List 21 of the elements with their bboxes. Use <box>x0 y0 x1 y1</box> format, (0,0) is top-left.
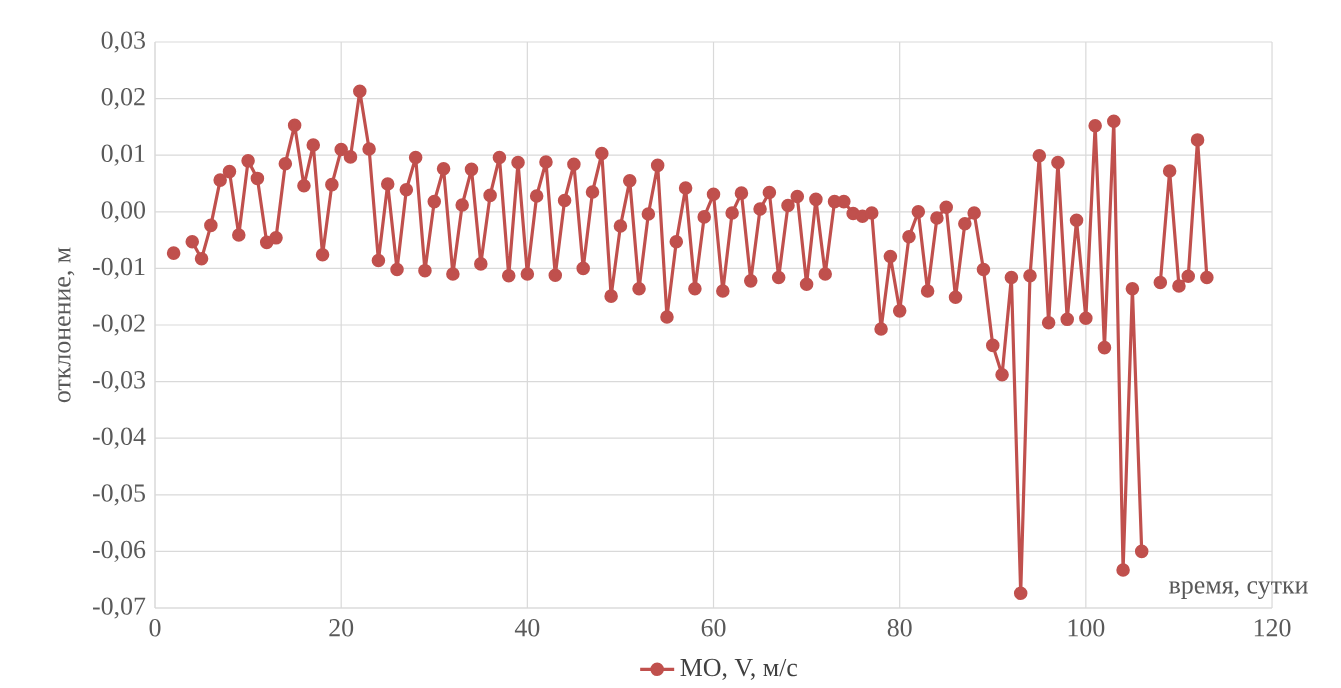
x-tick-label: 120 <box>1254 619 1291 637</box>
x-tick-label: 100 <box>1068 619 1105 637</box>
x-tick-label: 60 <box>701 619 726 637</box>
y-tick-label: -0,02 <box>92 314 145 336</box>
y-tick-label: -0,01 <box>92 257 145 280</box>
y-tick-label: -0,03 <box>92 371 145 393</box>
x-tick-label: 80 <box>887 619 912 637</box>
y-axis-title: отклонение, м <box>58 247 75 403</box>
x-tick-label: 20 <box>329 619 354 637</box>
x-tick-label: 0 <box>149 619 161 637</box>
y-tick-label: -0,04 <box>92 427 146 449</box>
y-tick-label: -0,05 <box>92 484 145 506</box>
y-tick-label: -0,07 <box>92 597 146 619</box>
y-tick-label: 0,00 <box>101 201 145 223</box>
x-tick-label: 40 <box>514 619 540 637</box>
y-tick-label: 0,01 <box>101 144 145 166</box>
y-tick-label: 0,03 <box>101 31 145 53</box>
y-tick-label: -0,06 <box>92 540 146 563</box>
x-axis-title: время, сутки <box>1169 581 1308 599</box>
y-tick-label: 0,02 <box>101 88 145 110</box>
legend-label: MO, V, м/с <box>680 658 798 680</box>
